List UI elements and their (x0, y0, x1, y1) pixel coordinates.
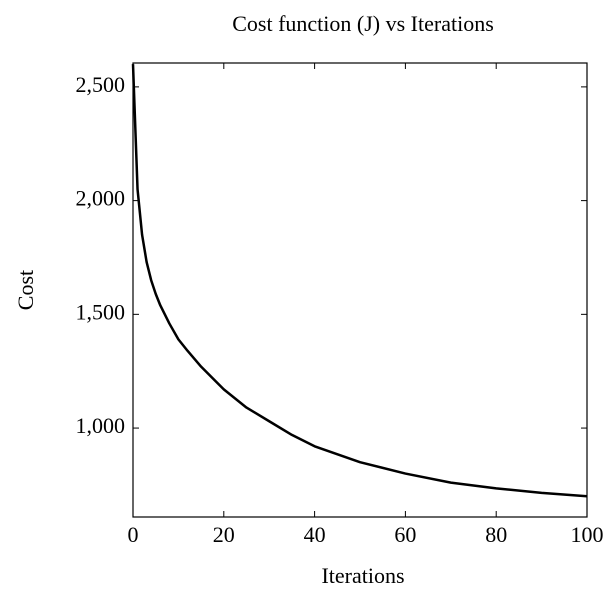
x-tick-label: 0 (128, 522, 139, 547)
y-axis-label: Cost (13, 270, 38, 310)
y-tick-label: 2,500 (76, 72, 126, 97)
x-tick-label: 20 (213, 522, 235, 547)
line-series (131, 64, 588, 498)
plot-frame (132, 62, 588, 518)
x-tick-label: 100 (571, 522, 604, 547)
x-tick-label: 60 (394, 522, 416, 547)
chart-title: Cost function (J) vs Iterations (232, 11, 494, 36)
y-tick-label: 2,000 (76, 186, 126, 211)
x-tick-label: 80 (485, 522, 507, 547)
y-tick-label: 1,000 (76, 413, 126, 438)
x-tick-label: 40 (304, 522, 326, 547)
x-axis-label: Iterations (321, 563, 404, 588)
y-tick-label: 1,500 (76, 299, 126, 324)
